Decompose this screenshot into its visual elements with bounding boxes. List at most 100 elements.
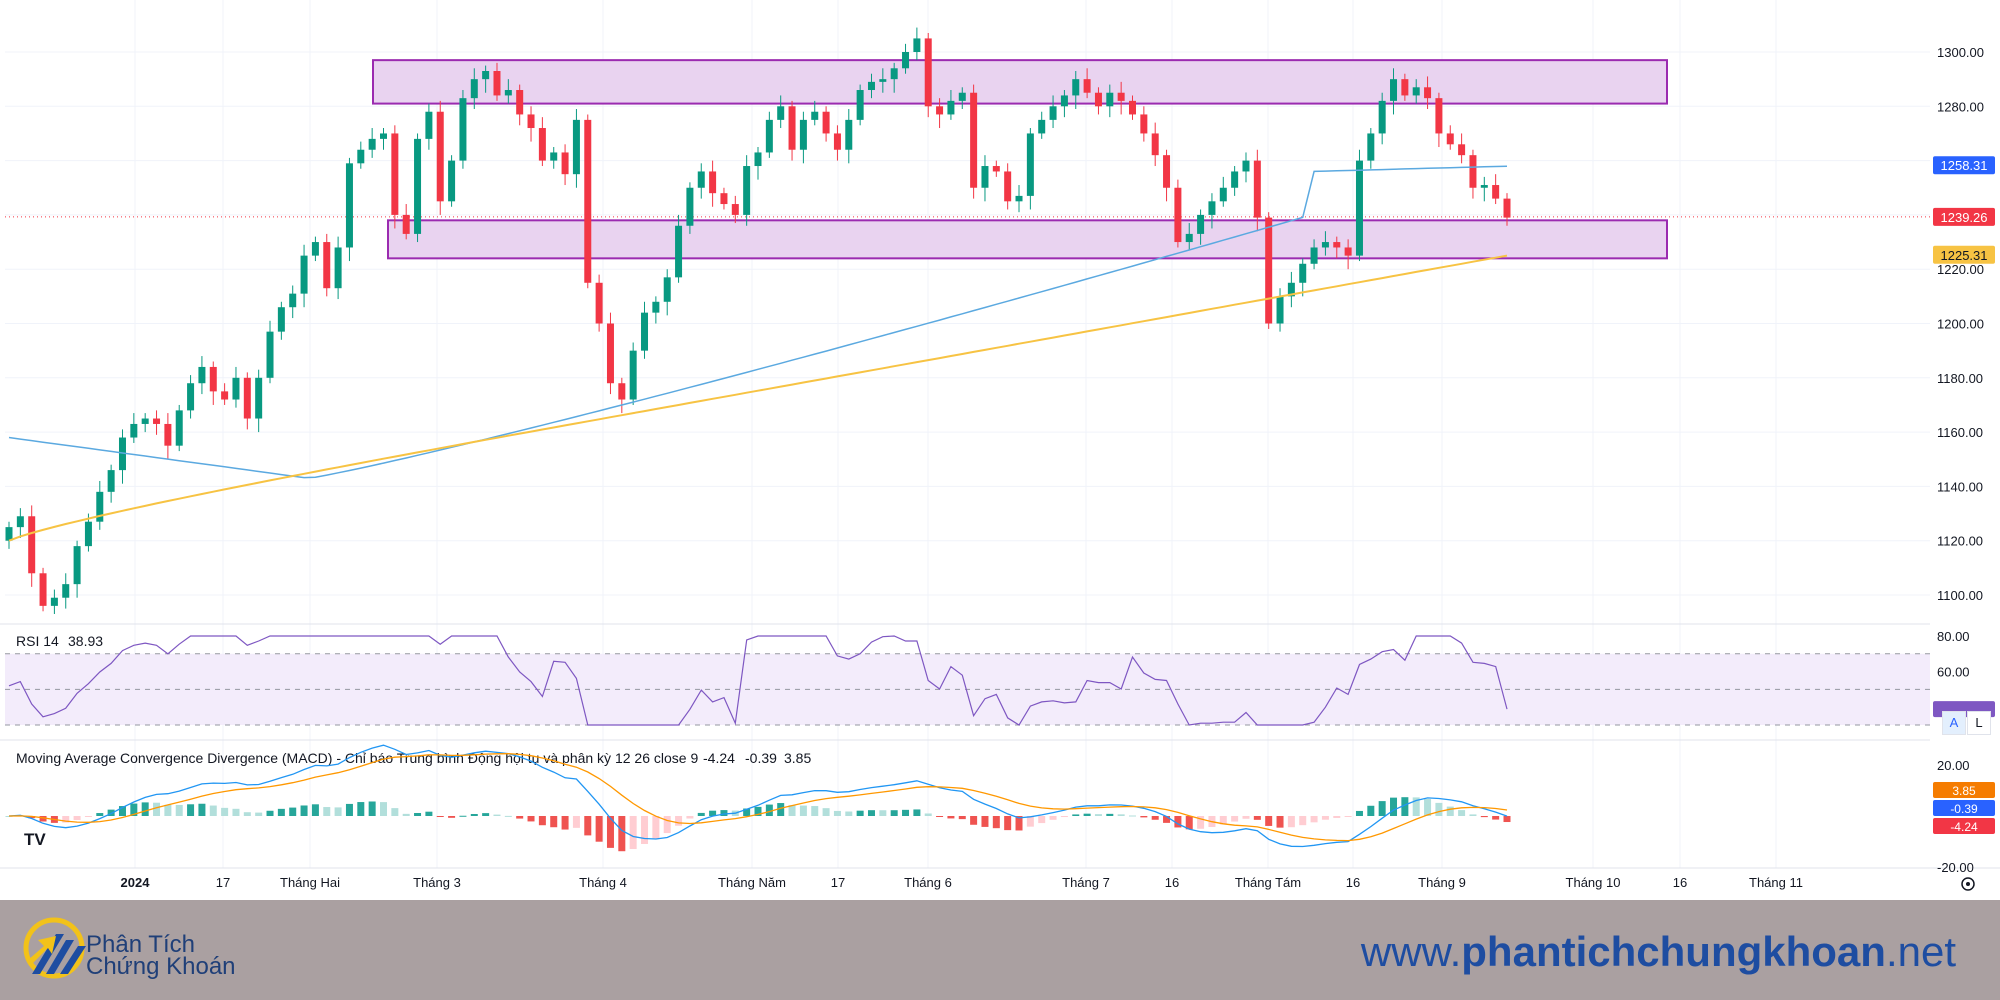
macd-histogram-bar bbox=[1469, 814, 1477, 816]
macd-histogram-bar bbox=[153, 802, 161, 816]
candle-body bbox=[141, 418, 149, 424]
macd-histogram-bar bbox=[255, 812, 263, 816]
candle-body bbox=[709, 171, 717, 194]
time-tick-label: Tháng 7 bbox=[1062, 875, 1110, 890]
price-tick-label: 1280.00 bbox=[1937, 99, 1984, 114]
macd-histogram-bar bbox=[1038, 816, 1046, 824]
macd-histogram-bar bbox=[459, 815, 467, 817]
candle-body bbox=[1242, 160, 1250, 172]
candle-body bbox=[1253, 160, 1261, 218]
candle-body bbox=[414, 138, 422, 234]
macd-histogram-bar bbox=[799, 805, 807, 816]
candle-body bbox=[62, 584, 70, 598]
candle-body bbox=[765, 119, 773, 153]
macd-histogram-bar bbox=[833, 810, 841, 816]
time-tick-label: Tháng Hai bbox=[280, 875, 340, 890]
macd-histogram-bar bbox=[516, 816, 524, 819]
macd-hist-value: -4.24 bbox=[703, 750, 735, 766]
macd-histogram-bar bbox=[311, 804, 319, 816]
candle-body bbox=[1344, 247, 1352, 256]
price-tag-label: 1225.31 bbox=[1941, 248, 1988, 263]
price-zones bbox=[5, 59, 1930, 260]
macd-histogram-bar bbox=[84, 816, 92, 817]
candle-body bbox=[675, 225, 683, 278]
candle-body bbox=[527, 114, 535, 129]
macd-histogram-bar bbox=[936, 816, 944, 817]
macd-histogram-bar bbox=[28, 816, 36, 819]
macd-histogram-bar bbox=[606, 816, 614, 848]
time-tick-label: Tháng 10 bbox=[1566, 875, 1621, 890]
candle-body bbox=[1140, 114, 1148, 134]
price-tag-label: 1258.31 bbox=[1941, 158, 1988, 173]
macd-histogram-bar bbox=[1219, 816, 1227, 825]
macd-histogram-bar bbox=[765, 804, 773, 816]
candle-body bbox=[255, 377, 263, 419]
log-scale-button[interactable]: L bbox=[1967, 711, 1991, 735]
macd-histogram-bar bbox=[754, 806, 762, 816]
svg-text:TV: TV bbox=[24, 830, 46, 849]
candle-body bbox=[1390, 79, 1398, 101]
candle-body bbox=[595, 282, 603, 324]
macd-histogram-bar bbox=[107, 809, 115, 816]
macd-histogram-bar bbox=[164, 804, 172, 816]
macd-tick-label: 20.00 bbox=[1937, 758, 1970, 773]
candle-body bbox=[1038, 119, 1046, 134]
macd-histogram-bar bbox=[1458, 810, 1466, 816]
brand-logo-icon bbox=[23, 917, 86, 979]
macd-histogram-bar bbox=[1242, 816, 1250, 819]
candle-body bbox=[448, 160, 456, 202]
macd-histogram-bar bbox=[970, 816, 978, 825]
macd-histogram-bar bbox=[334, 807, 342, 816]
macd-histogram-bar bbox=[913, 809, 921, 816]
candle-body bbox=[1480, 185, 1488, 188]
macd-histogram-bar bbox=[1492, 816, 1500, 820]
macd-histogram-bar bbox=[867, 810, 875, 816]
candle-body bbox=[947, 100, 955, 115]
candle-body bbox=[323, 242, 331, 289]
macd-tag bbox=[1933, 800, 1995, 816]
candle-body bbox=[924, 38, 932, 107]
candle-body bbox=[561, 152, 569, 175]
auto-scale-button[interactable]: A bbox=[1942, 711, 1966, 735]
time-axis[interactable]: 2024 17 Tháng Hai Tháng 3 Tháng 4 Tháng Năm 17… bbox=[121, 875, 1803, 890]
candle-body bbox=[1492, 185, 1500, 199]
macd-histogram-bar bbox=[1197, 816, 1205, 829]
macd-histogram-bar bbox=[992, 816, 1000, 829]
candle-body bbox=[1117, 92, 1125, 101]
macd-histogram-bar bbox=[482, 813, 490, 816]
candle-body bbox=[970, 92, 978, 188]
rsi-tick-label: 60.00 bbox=[1937, 665, 1970, 680]
time-tick-label: 16 bbox=[1165, 875, 1179, 890]
macd-histogram-bar bbox=[1185, 816, 1193, 830]
macd-histogram-bar bbox=[1299, 816, 1307, 826]
macd-histogram-bar bbox=[425, 811, 433, 816]
macd-line bbox=[8, 744, 1508, 848]
settings-icon[interactable] bbox=[1961, 877, 1975, 891]
candle-body bbox=[243, 377, 251, 419]
macd-histogram-bar bbox=[1151, 816, 1159, 820]
price-axis[interactable]: 1300.001280.001260.001240.001220.001200.… bbox=[1937, 45, 1984, 603]
tradingview-logo-icon[interactable]: TV bbox=[20, 826, 54, 852]
macd-histogram-bar bbox=[357, 802, 365, 816]
macd-histogram-bar bbox=[96, 813, 104, 816]
macd-histogram-bar bbox=[1265, 816, 1273, 826]
candle-body bbox=[1129, 100, 1136, 115]
candle-body bbox=[1072, 79, 1080, 96]
price-tags: 1258.31 1239.26 1225.31 bbox=[1933, 156, 1995, 264]
price-tag bbox=[1933, 207, 1995, 226]
website-url[interactable]: www.phantichchungkhoan.net bbox=[1360, 928, 1956, 975]
macd-histogram-bar bbox=[1355, 810, 1363, 816]
candle-body bbox=[913, 38, 921, 52]
macd-histogram-bar bbox=[391, 808, 399, 816]
macd-histogram-bar bbox=[924, 813, 932, 816]
trading-chart[interactable]: 1300.001280.001260.001240.001220.001200.… bbox=[0, 0, 2000, 900]
candle-body bbox=[391, 133, 399, 215]
candle-body bbox=[232, 377, 240, 400]
time-tick-label: Tháng 3 bbox=[413, 875, 461, 890]
candle-body bbox=[788, 106, 796, 150]
macd-histogram-bar bbox=[1106, 813, 1114, 816]
macd-histogram-bar bbox=[527, 816, 535, 822]
candle-body bbox=[28, 516, 36, 574]
macd-histogram-bar bbox=[629, 816, 637, 850]
rsi-value: 38.93 bbox=[68, 633, 103, 649]
